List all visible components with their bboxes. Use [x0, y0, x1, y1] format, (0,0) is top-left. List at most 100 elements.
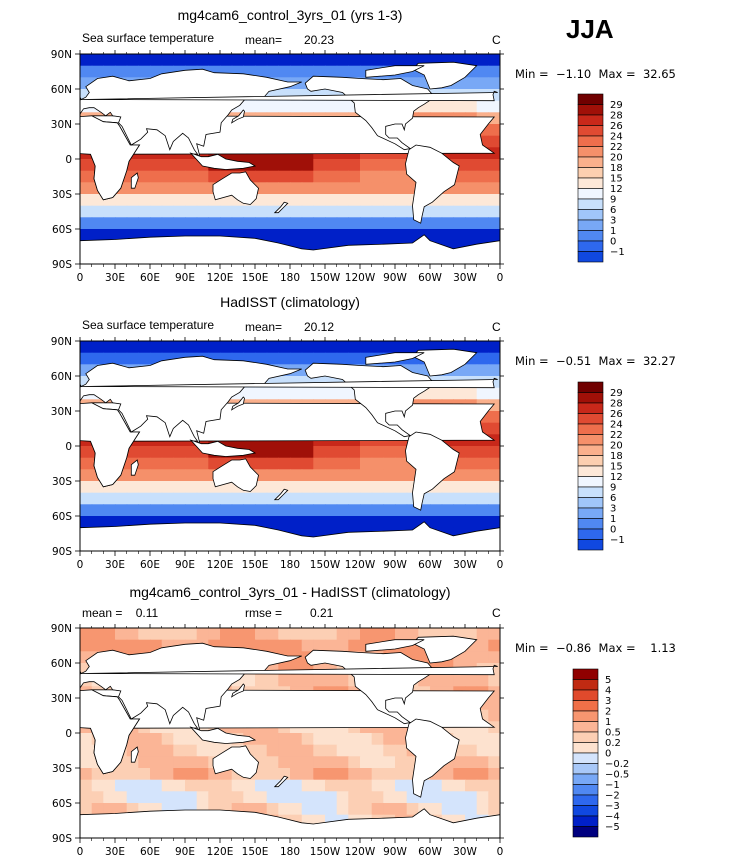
sst-cell — [406, 229, 419, 242]
lat-tick-label: 30S — [52, 476, 72, 488]
sst-cell — [185, 194, 198, 207]
lon-tick-label: 180 — [280, 272, 300, 284]
sst-cell — [301, 387, 314, 400]
sst-cell — [255, 457, 268, 470]
sst-cell — [325, 768, 338, 781]
sst-cell — [371, 217, 384, 230]
land-arcticcan — [365, 352, 425, 365]
sst-cell — [115, 217, 128, 230]
land-samerica — [405, 718, 460, 798]
sst-cell — [313, 205, 326, 218]
sst-cell — [313, 779, 326, 792]
sst-cell — [371, 469, 384, 482]
sst-cell — [161, 194, 174, 207]
sst-cell — [196, 217, 209, 230]
land-madagascar — [130, 172, 139, 189]
sst-cell — [348, 492, 361, 505]
panel-1-minmax: Min = −1.10 Max = 32.65 — [515, 67, 676, 81]
colorbar-box — [572, 784, 599, 796]
sst-cell — [395, 744, 408, 757]
sst-cell — [301, 733, 314, 746]
sst-cell — [80, 768, 93, 781]
sst-cell — [150, 628, 163, 641]
sst-cell — [348, 504, 361, 517]
colorbar-box — [572, 794, 599, 806]
sst-cell — [325, 352, 338, 365]
sst-cell — [196, 744, 209, 757]
sst-cell — [453, 791, 466, 804]
sst-cell — [488, 100, 500, 113]
colorbar-box — [577, 114, 604, 126]
sst-cell — [465, 628, 478, 641]
sst-cell — [150, 481, 163, 494]
colorbar-label: 20 — [610, 441, 623, 452]
colorbar-box — [577, 455, 604, 467]
sst-cell — [243, 54, 256, 67]
sst-cell — [255, 779, 268, 792]
sst-cell — [465, 170, 478, 183]
sst-cell — [336, 341, 349, 354]
sst-cell — [313, 628, 326, 641]
sst-cell — [138, 791, 151, 804]
sst-cell — [80, 481, 93, 494]
sst-cell — [185, 341, 198, 354]
sst-cell — [465, 492, 478, 505]
sst-cell — [360, 628, 373, 641]
sst-cell — [161, 733, 174, 746]
sst-cell — [290, 744, 303, 757]
sst-cell — [383, 744, 396, 757]
sst-cell — [91, 803, 104, 816]
sst-cell — [231, 492, 244, 505]
colorbar-box — [577, 476, 604, 488]
sst-cell — [115, 768, 128, 781]
sst-cell — [430, 504, 443, 517]
sst-cell — [441, 217, 454, 230]
sst-cell — [383, 628, 396, 641]
sst-cell — [430, 791, 443, 804]
sst-cell — [325, 639, 338, 652]
sst-cell — [395, 182, 408, 195]
colorbar-label: −1 — [610, 535, 625, 546]
sst-cell — [138, 457, 151, 470]
sst-cell — [476, 54, 489, 67]
sst-cell — [395, 229, 408, 242]
sst-cell — [290, 205, 303, 218]
sst-cell — [150, 341, 163, 354]
colorbar-box — [577, 381, 604, 393]
colorbar-label: 12 — [610, 184, 623, 195]
sst-cell — [231, 54, 244, 67]
lon-tick-label: 180 — [280, 846, 300, 858]
sst-cell — [266, 504, 279, 517]
land-arcticcan — [365, 65, 425, 78]
sst-cell — [476, 733, 489, 746]
sst-cell — [395, 628, 408, 641]
sst-cell — [476, 194, 489, 207]
sst-cell — [126, 504, 139, 517]
sst-cell — [208, 744, 221, 757]
sst-cell — [290, 457, 303, 470]
sst-cell — [220, 791, 233, 804]
panel-1-variable: Sea surface temperature — [82, 31, 215, 45]
sst-cell — [430, 387, 443, 400]
sst-cell — [465, 364, 478, 377]
sst-cell — [185, 159, 198, 172]
sst-cell — [115, 516, 128, 529]
sst-cell — [348, 628, 361, 641]
colorbar-box — [577, 539, 604, 551]
sst-cell — [255, 504, 268, 517]
sst-cell — [115, 779, 128, 792]
land-indonesia — [189, 152, 257, 170]
sst-cell — [301, 159, 314, 172]
sst-cell — [266, 628, 279, 641]
sst-cell — [150, 504, 163, 517]
colorbar-box — [572, 689, 599, 701]
sst-cell — [453, 100, 466, 113]
sst-cell — [255, 387, 268, 400]
sst-cell — [383, 159, 396, 172]
sst-cell — [371, 446, 384, 459]
sst-cell — [453, 182, 466, 195]
sst-cell — [290, 100, 303, 113]
sst-cell — [290, 469, 303, 482]
sst-cell — [465, 733, 478, 746]
